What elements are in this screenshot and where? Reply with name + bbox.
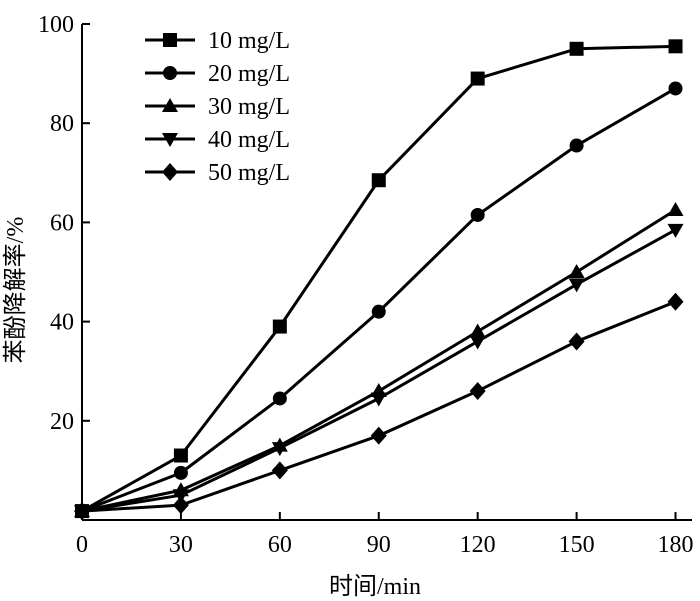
data-point — [272, 391, 287, 406]
data-point — [667, 202, 684, 216]
legend-label: 20 mg/L — [208, 61, 290, 87]
data-point — [668, 39, 683, 54]
x-tick-label: 180 — [658, 532, 694, 558]
legend-item: 10 mg/L — [145, 28, 290, 54]
data-point — [469, 382, 486, 401]
series-line — [81, 87, 677, 513]
series-3 — [74, 202, 684, 518]
x-tick-label: 0 — [76, 532, 88, 558]
x-tick-label: 60 — [268, 532, 292, 558]
data-point — [271, 442, 288, 457]
x-tick-label: 90 — [367, 532, 391, 558]
x-axis-label: 时间/min — [329, 573, 421, 600]
y-tick-label: 60 — [50, 210, 74, 236]
x-tick-label: 150 — [559, 532, 595, 558]
series-1 — [75, 39, 683, 519]
legend: 10 mg/L 20 mg/L 30 mg/L 40 mg/L 50 mg/L — [145, 28, 290, 186]
data-point — [370, 426, 387, 445]
series-4 — [74, 223, 684, 520]
legend-marker — [163, 33, 177, 47]
legend-marker — [162, 98, 178, 112]
data-point — [470, 71, 485, 86]
data-point — [172, 496, 189, 515]
series-line — [81, 228, 677, 513]
data-point — [271, 461, 288, 480]
y-tick-label: 80 — [50, 111, 74, 137]
legend-item: 50 mg/L — [145, 160, 290, 186]
data-point — [667, 223, 684, 238]
data-point — [568, 278, 585, 293]
legend-marker — [162, 133, 178, 147]
data-point — [568, 332, 585, 351]
legend-marker — [162, 163, 178, 181]
data-point — [569, 41, 584, 56]
data-point — [569, 138, 584, 153]
data-point — [371, 304, 386, 319]
legend-label: 50 mg/L — [208, 160, 290, 186]
legend-item: 30 mg/L — [145, 94, 290, 120]
ticks: 0 30 60 90 120 150 180 20 40 60 80 100 — [38, 12, 694, 558]
data-point — [667, 292, 684, 311]
series-group — [74, 39, 684, 521]
legend-item: 40 mg/L — [145, 127, 290, 153]
y-tick-label: 20 — [50, 409, 74, 435]
series-5 — [74, 292, 684, 521]
legend-label: 10 mg/L — [208, 28, 290, 54]
data-point — [371, 173, 386, 188]
data-point — [469, 323, 486, 338]
data-point — [272, 319, 287, 334]
legend-item: 20 mg/L — [145, 61, 290, 87]
data-point — [74, 502, 90, 521]
legend-label: 40 mg/L — [208, 127, 290, 153]
y-tick-label: 40 — [50, 310, 74, 336]
legend-label: 30 mg/L — [208, 94, 290, 120]
series-2 — [75, 81, 683, 519]
x-tick-label: 30 — [169, 532, 193, 558]
y-axis-label: 苯酚降解率/% — [2, 217, 29, 364]
series-line — [81, 208, 677, 513]
data-point — [469, 335, 486, 350]
y-tick-label: 100 — [38, 12, 74, 38]
data-point — [668, 81, 683, 96]
data-point — [173, 465, 188, 480]
legend-marker — [163, 66, 177, 80]
data-point — [370, 392, 387, 407]
x-tick-label: 120 — [460, 532, 496, 558]
data-point — [470, 207, 485, 222]
axes — [81, 24, 692, 521]
data-point — [568, 264, 585, 278]
data-point — [173, 448, 188, 463]
